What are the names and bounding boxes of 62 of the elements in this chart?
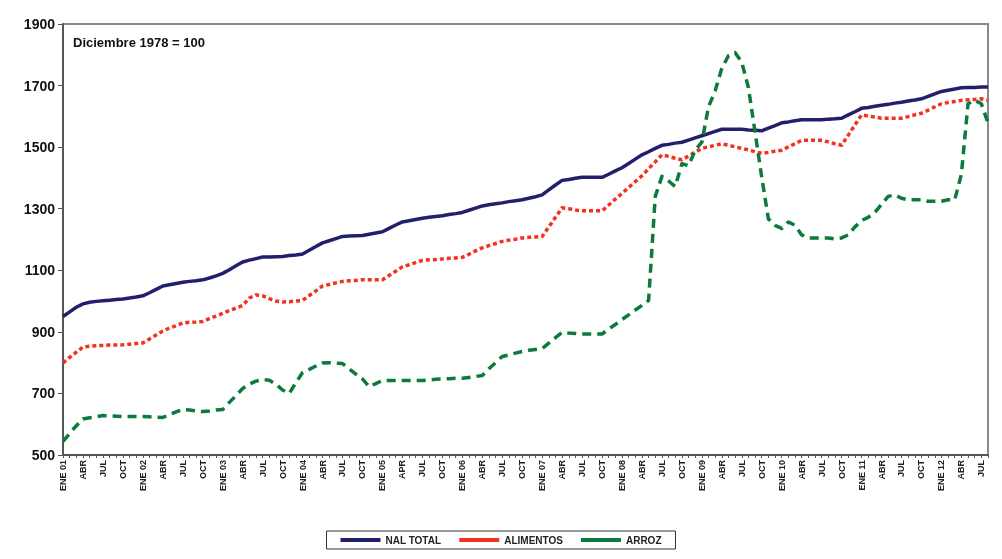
y-tick-label: 1300 [23,200,56,217]
x-tick-label: JUL [97,459,108,478]
x-tick-label: ABR [477,459,488,480]
x-tick-label: ENE 03 [217,460,228,492]
x-tick-label: ABR [77,459,88,480]
legend-label: ALIMENTOS [504,534,564,546]
x-tick-label: ENE 07 [537,460,548,492]
x-tick-label: OCT [117,459,128,479]
x-tick-label: ENE 06 [457,460,468,492]
x-tick-label: OCT [756,459,767,479]
x-tick-label: ENE 05 [377,460,388,492]
x-tick-label: OCT [916,459,927,479]
annotation: Diciembre 1978 = 100 [73,35,205,50]
x-tick-label: JUL [976,459,987,478]
y-tick-label: 900 [31,323,56,340]
x-tick-label: OCT [277,459,288,479]
x-tick-label: JUL [497,459,508,478]
x-tick-label: ENE 10 [776,460,787,492]
x-tick-label: ENE 01 [58,460,68,492]
line-series [61,50,990,444]
x-tick-label: OCT [357,459,368,479]
x-tick-label: JUL [656,459,667,478]
x-tick-label: ABR [317,459,328,480]
x-tick-label: APR [397,459,408,480]
x-tick-label: JUL [577,459,588,478]
x-tick-label: ABR [636,459,647,480]
x-tick-label: OCT [836,459,847,479]
y-tick-label: 500 [31,447,56,463]
y-tick-label: 1100 [24,262,56,279]
legend-label: ARROZ [625,534,662,546]
y-tick-label: 1900 [23,16,56,32]
x-tick-label: OCT [676,459,687,479]
x-tick-label: ENE 09 [696,460,707,492]
x-tick-label: ABR [796,459,807,480]
x-tick-label: ENE 04 [297,460,308,492]
y-tick-label: 700 [31,385,56,402]
legend-label: NAL TOTAL [385,534,442,546]
x-tick-label: OCT [517,459,528,479]
x-tick-label: JUL [337,459,348,478]
x-tick-label: JUL [417,459,428,478]
x-tick-label: OCT [597,459,608,479]
x-tick-label: ABR [876,459,887,480]
x-tick-label: ENE 12 [936,460,947,492]
x-tick-label: OCT [437,459,448,479]
x-tick-label: ABR [956,459,967,480]
x-tick-label: ENE 08 [616,460,627,492]
y-tick-label: 1700 [23,77,56,94]
x-tick-label: ABR [557,459,568,480]
x-tick-label: JUL [816,459,827,478]
y-tick-label: 1500 [23,139,56,156]
x-tick-label: JUL [736,459,747,478]
x-tick-label: JUL [257,459,268,478]
x-tick-label: JUL [177,459,188,478]
x-tick-label: ENE 11 [856,460,867,491]
x-tick-label: ENE 02 [137,460,148,492]
x-tick-label: ABR [157,459,168,480]
line-series [61,85,990,319]
x-tick-label: ABR [237,459,248,480]
x-tick-label: OCT [197,459,208,479]
x-tick-label: JUL [896,459,907,478]
x-tick-label: ABR [716,459,727,480]
line-series [61,97,990,365]
